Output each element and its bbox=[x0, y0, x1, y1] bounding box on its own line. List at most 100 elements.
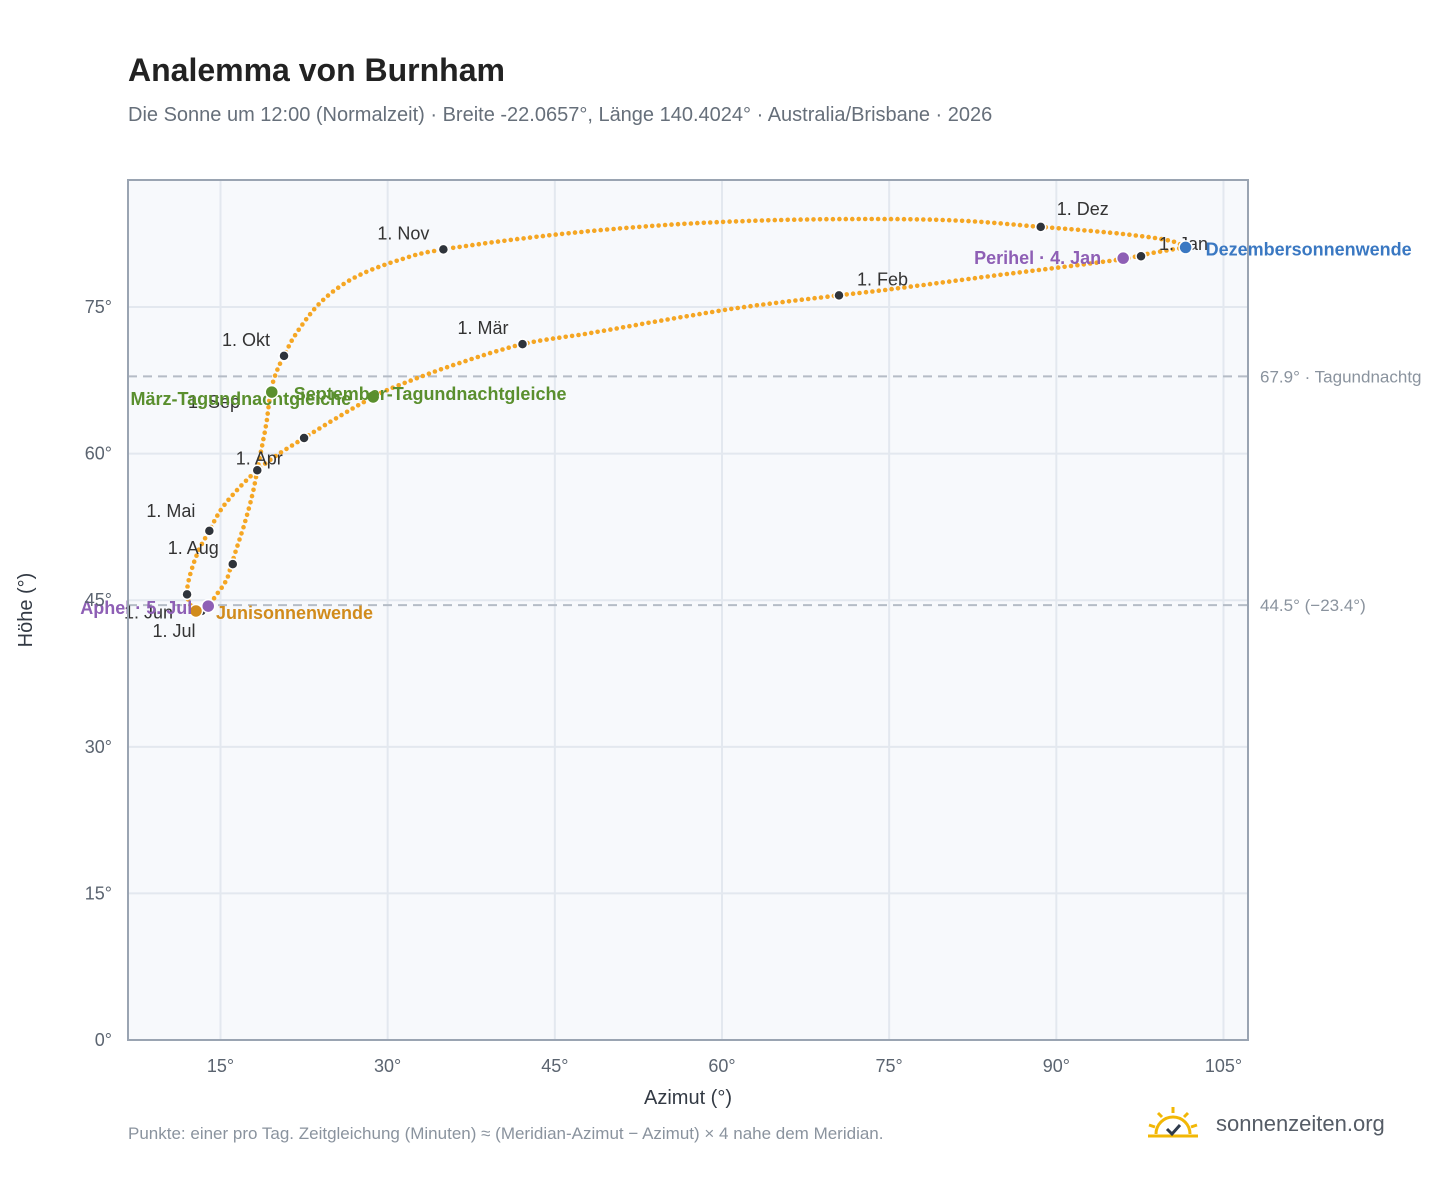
day-point bbox=[927, 217, 933, 222]
day-point bbox=[246, 506, 252, 511]
day-point bbox=[1062, 226, 1068, 232]
brand-name: sonnenzeiten.org bbox=[1216, 1111, 1385, 1136]
event-label: Junisonnenwende bbox=[216, 603, 373, 623]
day-point bbox=[514, 236, 520, 242]
day-point bbox=[857, 290, 862, 296]
day-point bbox=[614, 326, 619, 331]
day-point bbox=[553, 232, 558, 237]
day-point bbox=[662, 222, 668, 228]
day-point bbox=[714, 219, 719, 225]
day-point bbox=[292, 332, 298, 338]
day-point bbox=[811, 217, 816, 222]
day-point bbox=[1023, 269, 1029, 274]
day-point bbox=[521, 236, 526, 241]
day-point bbox=[512, 343, 518, 349]
day-point bbox=[582, 331, 588, 337]
day-point bbox=[1082, 228, 1087, 233]
day-point bbox=[695, 220, 700, 226]
day-point bbox=[1011, 270, 1016, 276]
day-point bbox=[284, 446, 289, 452]
x-tick-label: 75° bbox=[876, 1056, 903, 1076]
day-point bbox=[344, 409, 350, 415]
day-point bbox=[194, 553, 199, 558]
day-point bbox=[563, 334, 568, 340]
event-label: März-Tagundnachtgleiche bbox=[130, 389, 351, 409]
day-point bbox=[767, 301, 772, 307]
day-point bbox=[185, 584, 190, 589]
day-point bbox=[773, 300, 779, 306]
day-point bbox=[339, 412, 344, 418]
day-point bbox=[239, 483, 244, 488]
day-point bbox=[300, 322, 305, 327]
day-point bbox=[830, 216, 836, 222]
day-point bbox=[218, 507, 223, 513]
day-point bbox=[311, 306, 317, 312]
day-point bbox=[778, 217, 784, 223]
chart-title: Analemma von Burnham bbox=[128, 52, 505, 88]
day-point bbox=[729, 306, 734, 312]
day-point bbox=[675, 221, 681, 227]
day-point bbox=[921, 282, 926, 288]
event-point bbox=[365, 389, 381, 405]
brand[interactable]: sonnenzeiten.org bbox=[1146, 1102, 1385, 1146]
day-point bbox=[682, 221, 687, 227]
day-point bbox=[733, 219, 739, 224]
x-tick-label: 15° bbox=[207, 1056, 234, 1076]
day-point bbox=[432, 369, 438, 374]
day-point bbox=[1004, 271, 1010, 277]
month-point bbox=[251, 464, 264, 476]
day-point bbox=[572, 230, 578, 235]
day-point bbox=[595, 329, 600, 335]
day-point bbox=[869, 216, 874, 222]
reference-line-label: 67.9° · Tagundnachtg bbox=[1260, 367, 1422, 386]
event-point bbox=[188, 603, 204, 619]
day-point bbox=[1157, 249, 1163, 254]
month-label: 1. Sep bbox=[188, 392, 240, 412]
day-point bbox=[1056, 226, 1061, 231]
day-point bbox=[388, 260, 393, 266]
day-point bbox=[1164, 248, 1169, 253]
day-point bbox=[211, 595, 217, 601]
day-point bbox=[431, 248, 437, 254]
month-label: 1. Nov bbox=[377, 223, 429, 243]
day-point bbox=[425, 249, 431, 255]
day-point bbox=[482, 241, 488, 246]
day-point bbox=[985, 274, 990, 279]
day-point bbox=[569, 333, 575, 339]
day-point bbox=[1017, 270, 1022, 275]
day-point bbox=[189, 565, 195, 571]
day-point bbox=[1030, 268, 1035, 274]
day-point bbox=[785, 217, 790, 223]
day-point bbox=[659, 318, 664, 323]
day-point bbox=[457, 244, 462, 250]
day-point bbox=[1055, 265, 1061, 270]
day-point bbox=[688, 221, 694, 226]
day-point bbox=[286, 344, 292, 349]
day-point bbox=[263, 424, 269, 429]
day-point bbox=[972, 219, 978, 224]
day-point bbox=[1152, 235, 1158, 241]
day-point bbox=[633, 322, 639, 328]
day-point bbox=[248, 500, 253, 505]
day-point bbox=[258, 449, 264, 455]
day-point bbox=[959, 277, 965, 283]
day-point bbox=[396, 383, 402, 388]
day-point bbox=[576, 332, 581, 338]
day-point bbox=[850, 291, 856, 297]
day-point bbox=[901, 216, 907, 222]
day-point bbox=[722, 307, 728, 313]
day-point bbox=[684, 314, 689, 319]
day-point bbox=[267, 398, 272, 404]
day-point bbox=[370, 267, 375, 272]
day-point bbox=[1100, 259, 1106, 265]
day-point bbox=[226, 497, 231, 503]
day-point bbox=[186, 578, 191, 583]
day-point bbox=[1004, 221, 1010, 227]
day-point bbox=[230, 492, 235, 498]
day-point bbox=[358, 272, 363, 277]
day-point bbox=[690, 312, 696, 318]
day-point bbox=[825, 294, 830, 300]
day-point bbox=[888, 216, 894, 222]
day-point bbox=[748, 303, 753, 309]
